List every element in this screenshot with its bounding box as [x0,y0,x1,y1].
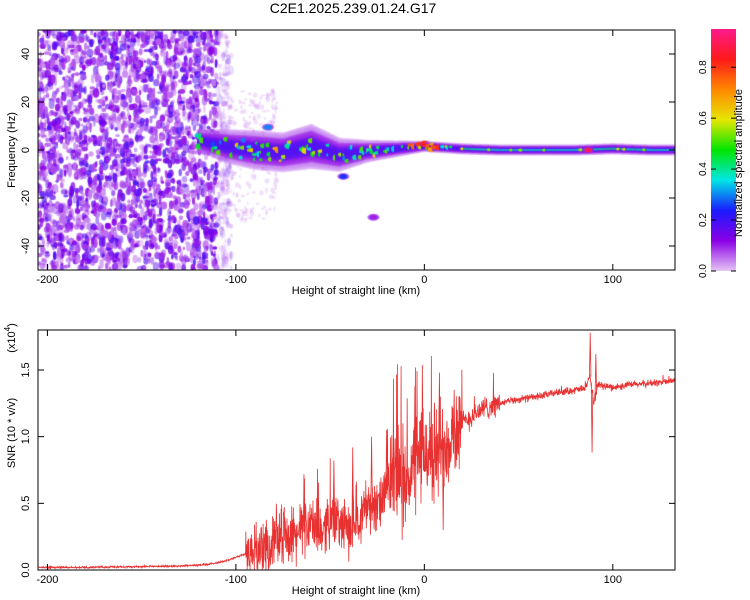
y-tick-label: 0 [20,147,32,153]
colorbar-tick-label: 0.8 [698,60,709,74]
snr-y-label: SNR (10 * v/v) [6,398,18,468]
x-tick-label: -200 [36,274,58,286]
snr-frame [37,329,676,571]
colorbar-tick-label: 0.4 [698,162,709,176]
spectrogram-y-axis: -40 -20 0 20 40 [20,48,675,254]
y-tick-label: 40 [20,48,32,60]
x-tick-label: 100 [604,274,622,286]
colorbar-gradient [711,29,736,271]
x-tick-label: -100 [225,274,247,286]
figure-title: C2E1.2025.239.01.24.G17 [270,0,437,16]
colorbar-tick-label: 0.2 [698,213,709,227]
colorbar-label: Normalized spectral amplitude [733,89,745,237]
y-tick-label: -20 [20,190,32,206]
colorbar-tick-label: 0.6 [698,111,709,125]
y-tick-label: 0.0 [20,562,32,577]
colorbar: 0.0 0.2 0.4 0.6 0.8 Normalized spectral ampl… [698,29,745,278]
spectrogram-y-label: Frequency (Hz) [6,112,18,188]
spectrogram-x-axis: -200 -100 0 100 [36,30,622,286]
spectrogram-image [38,30,675,270]
snr-panel: -200 -100 0 100 0.0 0.5 1.0 1.5 Height of stra… [3,323,676,597]
snr-x-label: Height of straight line (km) [292,585,420,597]
colorbar-ticks: 0.0 0.2 0.4 0.6 0.8 [698,60,736,278]
snr-scale-label: (x10 [6,331,18,352]
x-tick-label: -200 [36,574,58,586]
y-tick-label: 1.0 [20,429,32,444]
y-tick-label: -40 [20,238,32,254]
snr-scale-annotation: (x104) [3,323,18,353]
colorbar-gradient-wrapper [711,29,736,271]
y-tick-label: 0.5 [20,496,32,511]
x-tick-label: 0 [421,574,427,586]
svg-text:(x104): (x104) [3,323,18,353]
colorbar-tick-label: 0.0 [698,264,709,278]
y-tick-label: 1.5 [20,362,32,377]
snr-scale-exponent: 4 [3,326,12,331]
spectrogram-image-wrapper [38,30,675,270]
snr-y-axis: 0.0 0.5 1.0 1.5 [20,362,675,578]
y-tick-label: 20 [20,96,32,108]
x-tick-label: 0 [421,274,427,286]
snr-series-line [37,332,676,570]
x-tick-label: 100 [604,574,622,586]
snr-plot-area [38,330,675,570]
spectrogram-x-label: Height of straight line (km) [292,285,420,297]
x-tick-label: -100 [225,574,247,586]
snr-x-axis: -200 -100 0 100 [36,330,622,586]
